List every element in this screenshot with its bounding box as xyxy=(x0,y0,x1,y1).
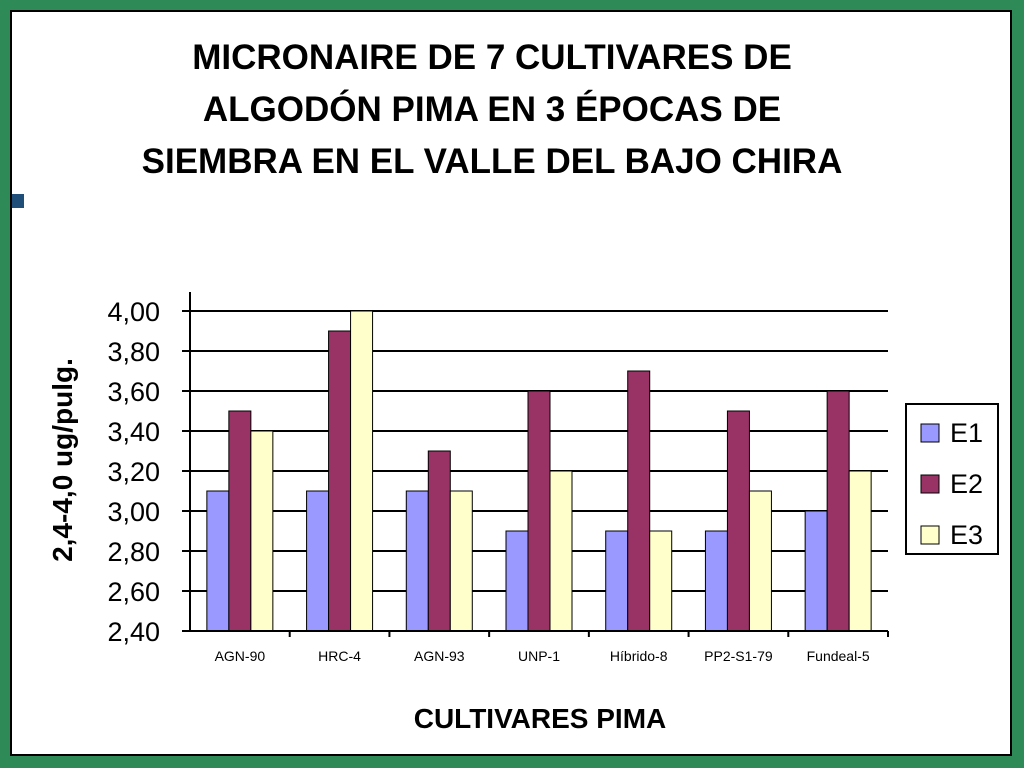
x-tick-label: UNP-1 xyxy=(518,648,560,664)
y-tick-label: 2,40 xyxy=(107,617,160,647)
y-tick-label: 3,60 xyxy=(107,377,160,407)
bar-e3-2 xyxy=(449,490,473,632)
x-axis-label: CULTIVARES PIMA xyxy=(414,703,667,734)
y-tick-labels: 4,00 3,80 3,60 3,40 3,20 3,00 2,80 2,60 2,40 xyxy=(107,297,160,647)
x-tick-label: PP2-S1-79 xyxy=(704,648,773,664)
legend: E1 E2 E3 xyxy=(905,403,999,555)
y-tick-label: 2,60 xyxy=(107,577,160,607)
bar-e3-4 xyxy=(649,530,673,632)
y-tick-label: 3,80 xyxy=(107,337,160,367)
x-tick-labels: AGN-90 HRC-4 AGN-93 UNP-1 Híbrido-8 PP2-S1-79… xyxy=(215,648,870,664)
bar-e1-0 xyxy=(206,490,230,632)
y-tick-label: 3,40 xyxy=(107,417,160,447)
x-tick-label: HRC-4 xyxy=(318,648,361,664)
y-axis-label: 2,4-4,0 ug/pulg. xyxy=(47,358,78,562)
bar-e2-0 xyxy=(228,410,252,632)
bar-e3-5 xyxy=(748,490,772,632)
y-tick-label: 3,00 xyxy=(107,497,160,527)
x-tick-label: AGN-90 xyxy=(215,648,266,664)
bar-e3-1 xyxy=(350,310,374,632)
bar-e2-4 xyxy=(627,370,651,632)
bar-e3-3 xyxy=(549,470,573,632)
bar-e1-6 xyxy=(804,510,828,632)
y-tick-label: 4,00 xyxy=(107,297,160,327)
bar-e1-1 xyxy=(306,490,330,632)
bar-e3-6 xyxy=(848,470,872,632)
bar-e1-5 xyxy=(704,530,728,632)
y-tick-label: 3,20 xyxy=(107,457,160,487)
legend-label: E3 xyxy=(950,520,983,550)
bar-e2-1 xyxy=(328,330,352,632)
bar-e1-4 xyxy=(605,530,629,632)
bar-e3-0 xyxy=(250,430,274,632)
chart-title: MICRONAIRE DE 7 CULTIVARES DE ALGODÓN PI… xyxy=(141,38,843,181)
x-tick-label: AGN-93 xyxy=(414,648,465,664)
x-tick-label: Fundeal-5 xyxy=(807,648,870,664)
bar-e2-5 xyxy=(726,410,750,632)
bar-e2-2 xyxy=(427,450,451,632)
y-tick-label: 2,80 xyxy=(107,537,160,567)
x-tick-label: Híbrido-8 xyxy=(610,648,668,664)
bar-e1-2 xyxy=(405,490,429,632)
legend-swatch xyxy=(920,525,940,545)
side-marker xyxy=(12,194,24,208)
bar-e2-3 xyxy=(527,390,551,632)
axes xyxy=(189,292,889,637)
legend-swatch xyxy=(920,423,940,443)
bar-e1-3 xyxy=(505,530,529,632)
bars xyxy=(206,310,872,632)
legend-label: E2 xyxy=(950,469,983,499)
bar-e2-6 xyxy=(826,390,850,632)
legend-swatch xyxy=(920,474,940,494)
legend-label: E1 xyxy=(950,418,983,448)
